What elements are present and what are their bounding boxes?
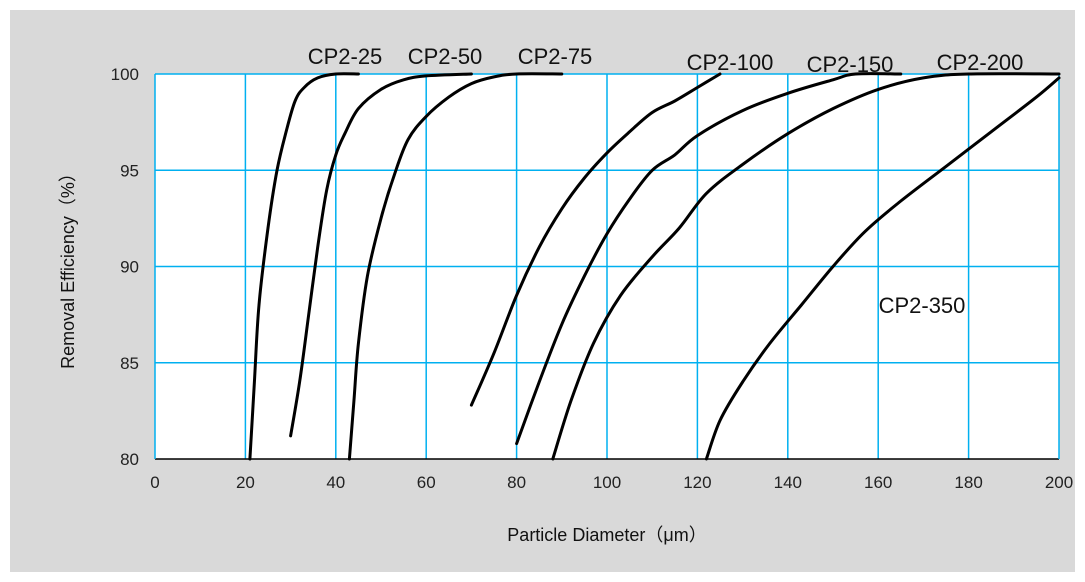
x-tick-label: 120 bbox=[683, 473, 711, 492]
series-label-cp2-200: CP2-200 bbox=[937, 50, 1024, 75]
series-label-cp2-350: CP2-350 bbox=[879, 293, 966, 318]
y-tick-labels: 80 85 90 95 100 bbox=[111, 65, 139, 469]
series-label-cp2-150: CP2-150 bbox=[807, 52, 894, 77]
x-tick-label: 100 bbox=[593, 473, 621, 492]
series-curves bbox=[248, 72, 1061, 461]
gridlines bbox=[154, 73, 1060, 460]
x-tick-label: 0 bbox=[150, 473, 159, 492]
x-tick-label: 40 bbox=[326, 473, 345, 492]
x-tick-label: 180 bbox=[954, 473, 982, 492]
series-label-cp2-25: CP2-25 bbox=[308, 44, 383, 69]
series-line-cp2-350 bbox=[704, 76, 1061, 461]
y-tick-label: 85 bbox=[120, 354, 139, 373]
series-label-cp2-50: CP2-50 bbox=[408, 44, 483, 69]
series-line-cp2-25 bbox=[248, 72, 360, 461]
x-tick-label: 140 bbox=[774, 473, 802, 492]
series-line-cp2-150 bbox=[515, 72, 903, 446]
x-tick-label: 60 bbox=[417, 473, 436, 492]
y-axis-label: Removal Efficiency（%） bbox=[58, 164, 78, 369]
series-labels: CP2-25 CP2-50 CP2-75 CP2-100 CP2-150 CP2-200 C… bbox=[308, 44, 1024, 318]
series-line-cp2-75 bbox=[347, 72, 564, 461]
x-tick-label: 200 bbox=[1045, 473, 1073, 492]
y-tick-label: 90 bbox=[120, 258, 139, 277]
series-label-cp2-100: CP2-100 bbox=[687, 50, 774, 75]
series-line-cp2-200 bbox=[551, 72, 1061, 461]
y-tick-label: 100 bbox=[111, 65, 139, 84]
efficiency-chart: 0 20 40 60 80 100 120 140 160 180 200 80859095100 … bbox=[58, 44, 1073, 545]
x-tick-label: 160 bbox=[864, 473, 892, 492]
series-line-cp2-100 bbox=[469, 72, 722, 407]
series-line-cp2-50 bbox=[289, 72, 473, 438]
x-tick-label: 80 bbox=[507, 473, 526, 492]
x-axis-label: Particle Diameter（μm） bbox=[507, 525, 706, 545]
chart-panel: 0 20 40 60 80 100 120 140 160 180 200 80 85 90 95 100 … bbox=[10, 10, 1075, 572]
y-tick-label: 80 bbox=[120, 450, 139, 469]
series-label-cp2-75: CP2-75 bbox=[518, 44, 593, 69]
x-tick-labels: 0 20 40 60 80 100 120 140 160 180 200 bbox=[150, 473, 1073, 492]
y-tick-label: 95 bbox=[120, 161, 139, 180]
x-tick-label: 20 bbox=[236, 473, 255, 492]
